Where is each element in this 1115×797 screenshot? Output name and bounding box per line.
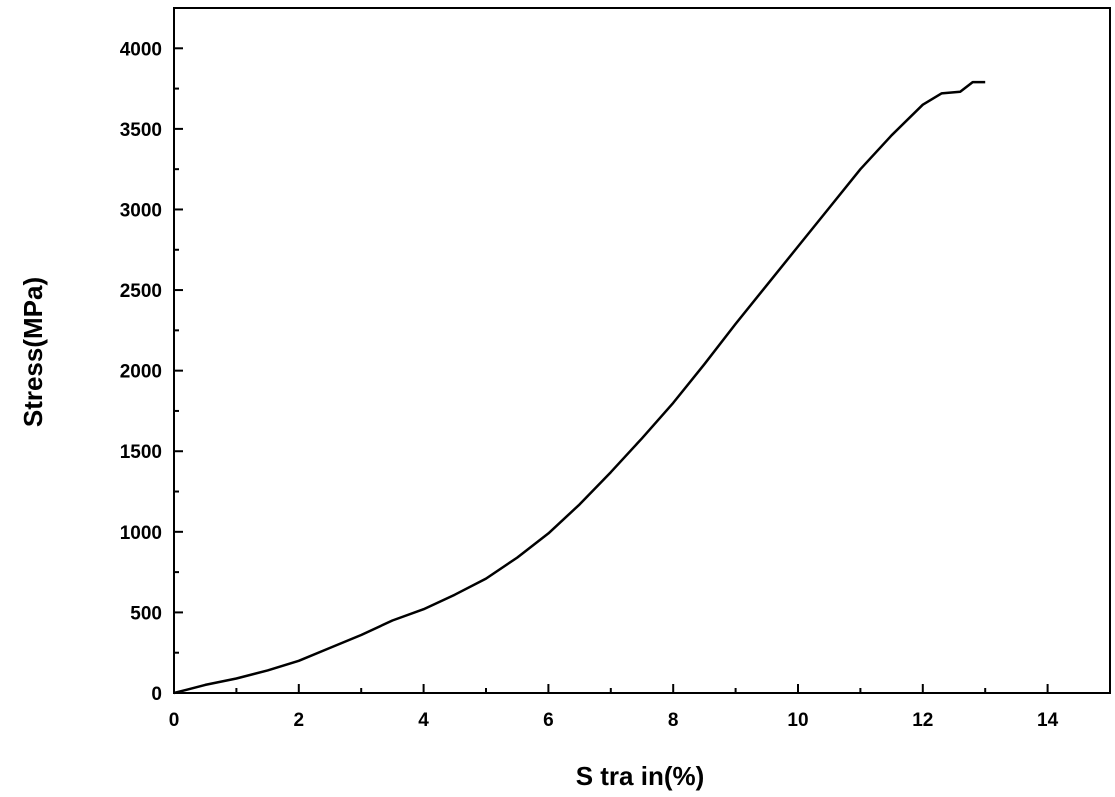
y-tick-label: 3500	[120, 120, 162, 141]
x-tick-label: 4	[418, 710, 429, 731]
x-tick-label: 12	[912, 710, 933, 731]
x-tick-label: 10	[787, 710, 808, 731]
y-tick-label: 1000	[120, 523, 162, 544]
y-tick-label: 2500	[120, 281, 162, 302]
plot-frame	[173, 7, 1111, 694]
y-tick-label: 2000	[120, 362, 162, 383]
axis-ticks	[173, 47, 1049, 694]
x-tick-label: 8	[668, 710, 679, 731]
y-tick-label: 4000	[120, 39, 162, 60]
stress-strain-curve	[173, 80, 986, 695]
y-tick-label: 500	[130, 603, 162, 624]
x-tick-label: 6	[543, 710, 554, 731]
y-axis-title: Stress(MPa)	[18, 277, 48, 427]
y-tick-label: 3000	[120, 200, 162, 221]
x-tick-label: 2	[294, 710, 305, 731]
x-axis-title: S tra in(%)	[576, 761, 705, 791]
x-tick-label: 0	[169, 710, 180, 731]
y-tick-label: 1500	[120, 442, 162, 463]
x-tick-label: 14	[1037, 710, 1059, 731]
tick-labels: 0 2 4 6 8 10 12 14 0 500 1000 1500 2000 2500 3000 3500 4…	[120, 39, 1059, 731]
y-tick-label: 0	[151, 684, 162, 705]
